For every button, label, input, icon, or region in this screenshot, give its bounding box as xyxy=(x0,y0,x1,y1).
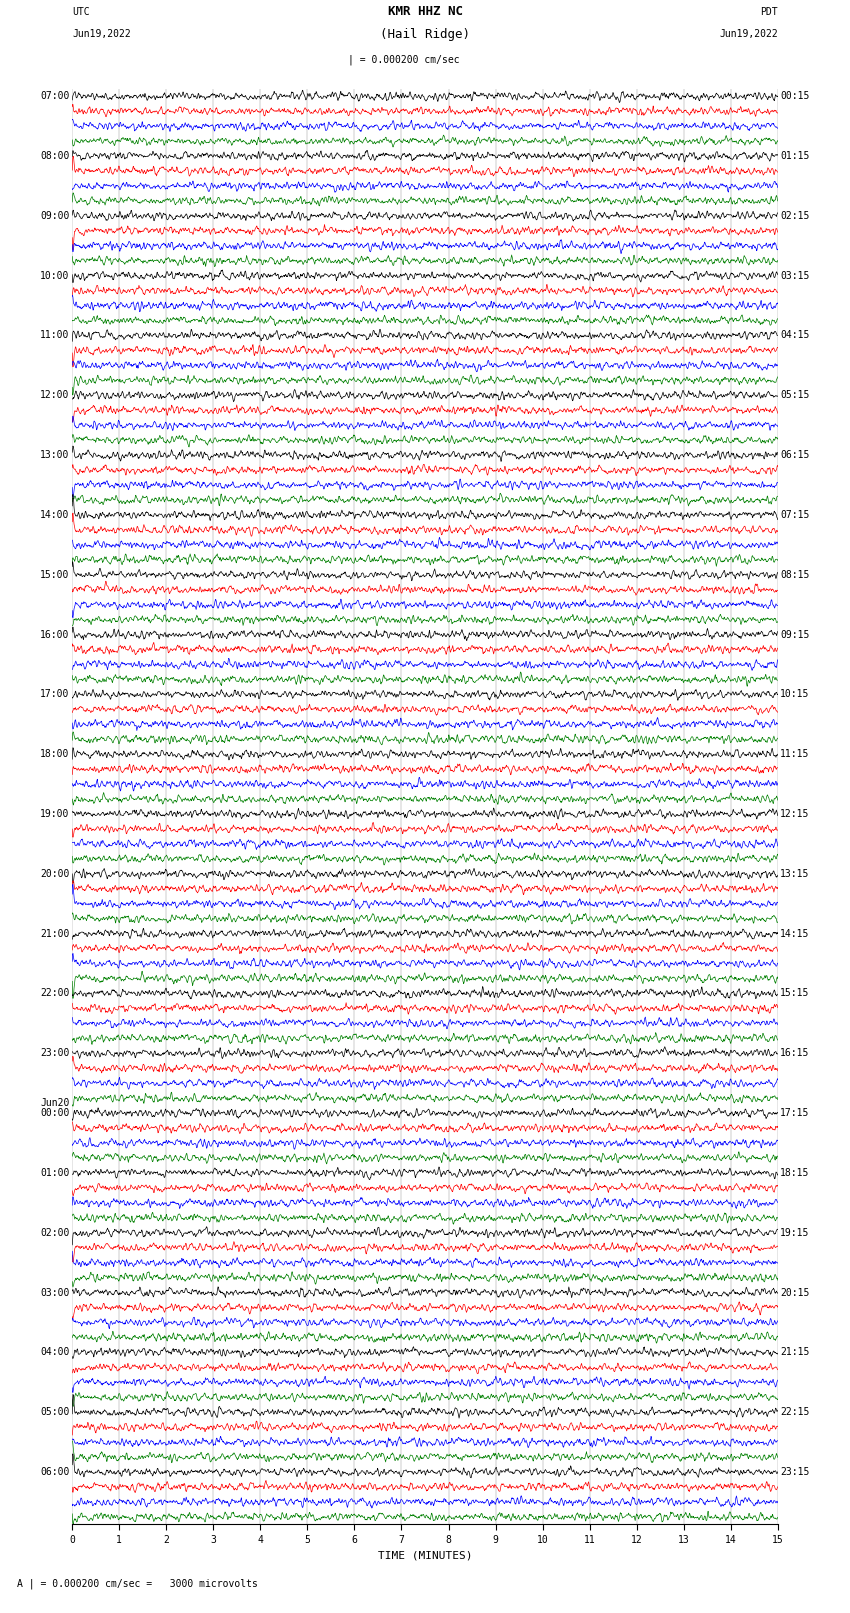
Text: 23:15: 23:15 xyxy=(780,1466,810,1478)
Text: 09:00: 09:00 xyxy=(40,211,70,221)
X-axis label: TIME (MINUTES): TIME (MINUTES) xyxy=(377,1550,473,1560)
Text: 17:00: 17:00 xyxy=(40,689,70,700)
Text: 13:00: 13:00 xyxy=(40,450,70,460)
Text: PDT: PDT xyxy=(760,6,778,16)
Text: 10:00: 10:00 xyxy=(40,271,70,281)
Text: 06:00: 06:00 xyxy=(40,1466,70,1478)
Text: 11:00: 11:00 xyxy=(40,331,70,340)
Text: | = 0.000200 cm/sec: | = 0.000200 cm/sec xyxy=(348,55,460,66)
Text: 19:00: 19:00 xyxy=(40,810,70,819)
Text: 22:15: 22:15 xyxy=(780,1407,810,1418)
Text: Jun19,2022: Jun19,2022 xyxy=(72,29,131,39)
Text: 03:15: 03:15 xyxy=(780,271,810,281)
Text: 04:15: 04:15 xyxy=(780,331,810,340)
Text: 04:00: 04:00 xyxy=(40,1347,70,1357)
Text: 01:15: 01:15 xyxy=(780,152,810,161)
Text: 01:00: 01:00 xyxy=(40,1168,70,1177)
Text: 22:00: 22:00 xyxy=(40,989,70,998)
Text: 23:00: 23:00 xyxy=(40,1048,70,1058)
Text: 15:15: 15:15 xyxy=(780,989,810,998)
Text: 18:00: 18:00 xyxy=(40,748,70,760)
Text: 12:00: 12:00 xyxy=(40,390,70,400)
Text: 03:00: 03:00 xyxy=(40,1287,70,1297)
Text: 21:00: 21:00 xyxy=(40,929,70,939)
Text: 15:00: 15:00 xyxy=(40,569,70,579)
Text: 09:15: 09:15 xyxy=(780,629,810,639)
Text: 11:15: 11:15 xyxy=(780,748,810,760)
Text: 05:00: 05:00 xyxy=(40,1407,70,1418)
Text: 08:00: 08:00 xyxy=(40,152,70,161)
Text: 02:15: 02:15 xyxy=(780,211,810,221)
Text: 07:15: 07:15 xyxy=(780,510,810,519)
Text: A | = 0.000200 cm/sec =   3000 microvolts: A | = 0.000200 cm/sec = 3000 microvolts xyxy=(17,1579,258,1589)
Text: 10:15: 10:15 xyxy=(780,689,810,700)
Text: 19:15: 19:15 xyxy=(780,1227,810,1237)
Text: 02:00: 02:00 xyxy=(40,1227,70,1237)
Text: 20:15: 20:15 xyxy=(780,1287,810,1297)
Text: 16:15: 16:15 xyxy=(780,1048,810,1058)
Text: 00:15: 00:15 xyxy=(780,92,810,102)
Text: 14:00: 14:00 xyxy=(40,510,70,519)
Text: 13:15: 13:15 xyxy=(780,869,810,879)
Text: 17:15: 17:15 xyxy=(780,1108,810,1118)
Text: 06:15: 06:15 xyxy=(780,450,810,460)
Text: 07:00: 07:00 xyxy=(40,92,70,102)
Text: Jun19,2022: Jun19,2022 xyxy=(719,29,778,39)
Text: 18:15: 18:15 xyxy=(780,1168,810,1177)
Text: 05:15: 05:15 xyxy=(780,390,810,400)
Text: 08:15: 08:15 xyxy=(780,569,810,579)
Text: 14:15: 14:15 xyxy=(780,929,810,939)
Text: 16:00: 16:00 xyxy=(40,629,70,639)
Text: 12:15: 12:15 xyxy=(780,810,810,819)
Text: 00:00: 00:00 xyxy=(40,1108,70,1118)
Text: KMR HHZ NC: KMR HHZ NC xyxy=(388,5,462,18)
Text: (Hail Ridge): (Hail Ridge) xyxy=(380,27,470,40)
Text: 21:15: 21:15 xyxy=(780,1347,810,1357)
Text: 20:00: 20:00 xyxy=(40,869,70,879)
Text: UTC: UTC xyxy=(72,6,90,16)
Text: Jun20: Jun20 xyxy=(40,1097,70,1108)
